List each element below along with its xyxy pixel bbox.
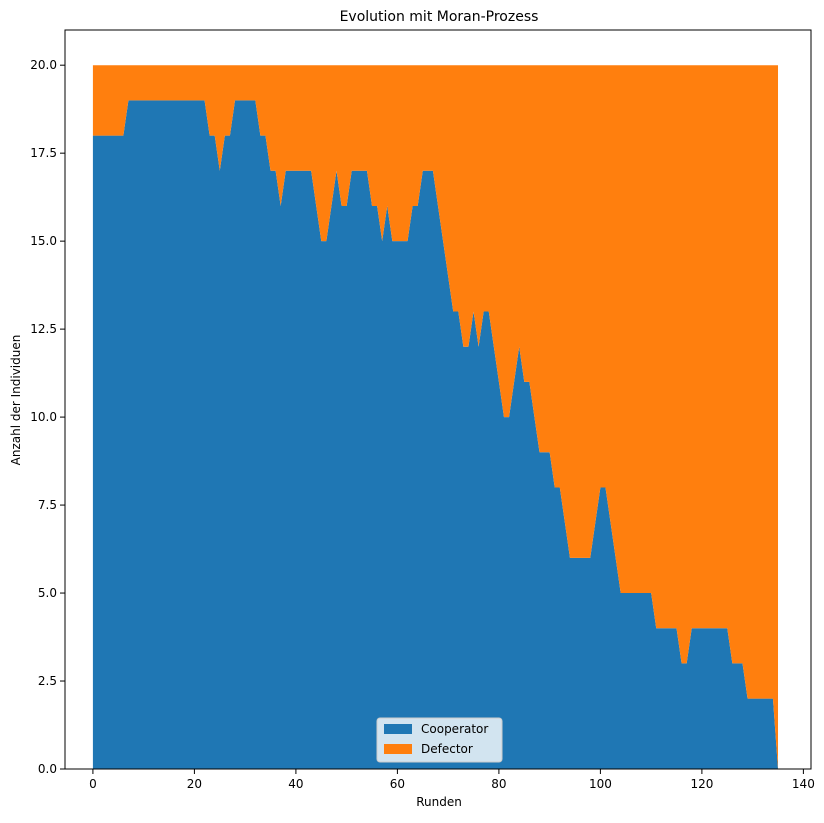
y-axis-ticks: 0.0 2.5 5.0 7.5 10.0 12.5 15.0 17.5 20.0	[30, 58, 65, 776]
legend-swatch-defector	[384, 744, 412, 754]
x-axis-label: Runden	[416, 795, 462, 809]
area-series-defector	[92, 65, 779, 769]
y-tick-label: 5.0	[38, 586, 57, 600]
x-tick-label: 120	[690, 777, 713, 791]
y-tick-label: 20.0	[30, 58, 57, 72]
x-tick-label: 140	[792, 777, 815, 791]
y-tick-label: 2.5	[38, 674, 57, 688]
area-series-group	[92, 65, 779, 769]
x-tick-label: 100	[589, 777, 612, 791]
y-tick-label: 12.5	[30, 322, 57, 336]
x-tick-label: 60	[390, 777, 405, 791]
x-tick-label: 20	[187, 777, 202, 791]
x-tick-label: 80	[491, 777, 506, 791]
y-tick-label: 10.0	[30, 410, 57, 424]
area-series-cooperator	[92, 100, 779, 769]
legend-label-defector: Defector	[421, 742, 473, 756]
x-axis-ticks: 0 20 40 60 80 100 120 140	[89, 769, 815, 791]
y-tick-label: 7.5	[38, 498, 57, 512]
x-tick-label: 0	[89, 777, 97, 791]
plot-frame	[64, 29, 812, 770]
y-tick-label: 0.0	[38, 762, 57, 776]
x-tick-label: 40	[288, 777, 303, 791]
y-axis-label: Anzahl der Individuen	[9, 335, 23, 466]
y-tick-label: 17.5	[30, 146, 57, 160]
y-tick-label: 15.0	[30, 234, 57, 248]
chart-title: Evolution mit Moran-Prozess	[340, 9, 539, 25]
legend-label-cooperator: Cooperator	[421, 722, 488, 736]
legend: Cooperator Defector	[376, 717, 503, 763]
legend-swatch-cooperator	[384, 724, 412, 734]
